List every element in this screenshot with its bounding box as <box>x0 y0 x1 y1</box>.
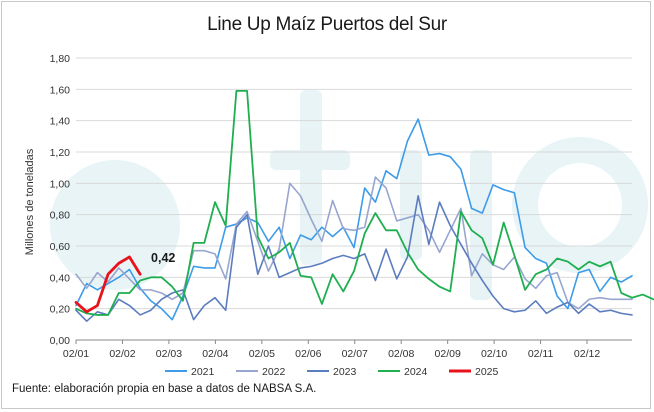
series-line-2021 <box>75 118 633 321</box>
x-tick-label: 02/03 <box>156 348 182 360</box>
series-line-2025 <box>74 255 142 314</box>
legend-label-2022: 2022 <box>262 366 286 378</box>
legend: 2021 2022 2023 2024 2025 <box>165 366 499 378</box>
y-axis-label: Millones de toneladas <box>24 148 36 255</box>
x-tick-label: 02/02 <box>109 348 135 360</box>
series-line-2022 <box>75 176 633 310</box>
legend-label-2021: 2021 <box>191 366 215 378</box>
y-tick-label: 1,40 <box>50 116 71 128</box>
watermark-logo <box>50 90 648 300</box>
legend-label-2023: 2023 <box>333 366 357 378</box>
y-tick-label: 0,00 <box>50 335 71 347</box>
x-tick-label: 02/09 <box>435 348 461 360</box>
x-tick-label: 02/11 <box>528 348 554 360</box>
series-line-2023 <box>75 195 633 323</box>
legend-label-2025: 2025 <box>475 366 499 378</box>
annotation-label: 0,42 <box>151 251 175 265</box>
source-note: Fuente: elaboración propia en base a dat… <box>12 383 317 395</box>
y-axis-ticks: 0,00 0,20 0,40 0,60 0,80 1,00 1,20 1,40 1,60 1,80 <box>50 53 71 347</box>
series-line-2024 <box>75 90 654 316</box>
chart-title: Line Up Maíz Puertos del Sur <box>207 14 447 35</box>
y-tick-label: 0,60 <box>50 241 71 253</box>
y-tick-label: 1,00 <box>50 178 71 190</box>
legend-label-2024: 2024 <box>404 366 428 378</box>
x-tick-label: 02/01 <box>63 348 89 360</box>
y-tick-label: 1,20 <box>50 147 71 159</box>
x-tick-label: 02/12 <box>574 348 600 360</box>
x-tick-label: 02/04 <box>202 348 228 360</box>
x-tick-label: 02/05 <box>249 348 275 360</box>
x-tick-label: 02/06 <box>295 348 321 360</box>
x-tick-label: 02/08 <box>388 348 414 360</box>
x-axis-ticks: 02/01 02/02 02/03 02/04 02/05 02/06 02/07 02/08… <box>63 339 632 360</box>
y-tick-label: 0,40 <box>50 272 71 284</box>
x-tick-label: 02/07 <box>342 348 368 360</box>
y-tick-label: 0,80 <box>50 210 71 222</box>
y-tick-label: 1,60 <box>50 84 71 96</box>
x-tick-label: 02/10 <box>481 348 507 360</box>
series-lines <box>74 90 654 323</box>
y-tick-label: 1,80 <box>50 53 71 65</box>
y-tick-label: 0,20 <box>50 304 71 316</box>
